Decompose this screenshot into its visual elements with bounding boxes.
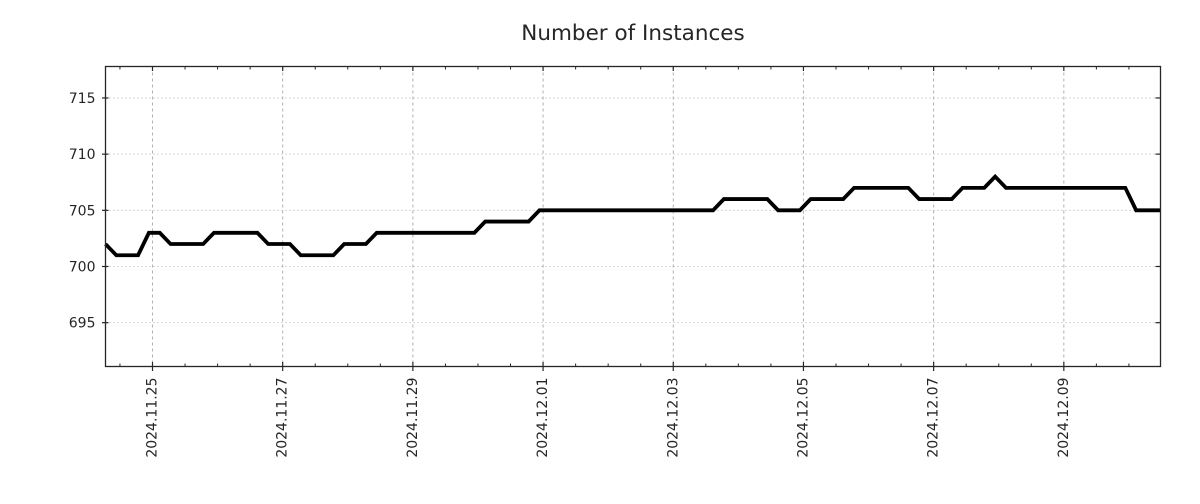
tick-layer	[102, 66, 1161, 371]
x-tick-label: 2024.11.25	[145, 378, 161, 458]
x-tick-label: 2024.11.29	[405, 378, 421, 458]
x-tick-label: 2024.12.07	[926, 378, 942, 458]
x-tick-label: 2024.12.03	[665, 378, 681, 458]
x-tick-label: 2024.12.09	[1056, 378, 1072, 458]
y-tick-label: 715	[69, 91, 96, 107]
chart-title: Number of Instances	[521, 21, 744, 46]
x-tick-label: 2024.12.05	[795, 378, 811, 458]
grid-layer	[105, 66, 1161, 367]
y-tick-label: 700	[69, 260, 96, 276]
x-tick-label: 2024.11.27	[275, 378, 291, 458]
y-tick-label: 710	[69, 147, 96, 163]
y-tick-label: 695	[69, 316, 96, 332]
plot-border	[104, 65, 1162, 368]
label-layer: 695 700 705 710 715 2024.11.25 2024.11.27 2024.…	[69, 91, 1072, 458]
x-tick-label: 2024.12.01	[535, 378, 551, 458]
y-tick-label: 705	[69, 203, 96, 219]
series-layer	[104, 173, 1161, 258]
data-line	[104, 173, 1161, 258]
